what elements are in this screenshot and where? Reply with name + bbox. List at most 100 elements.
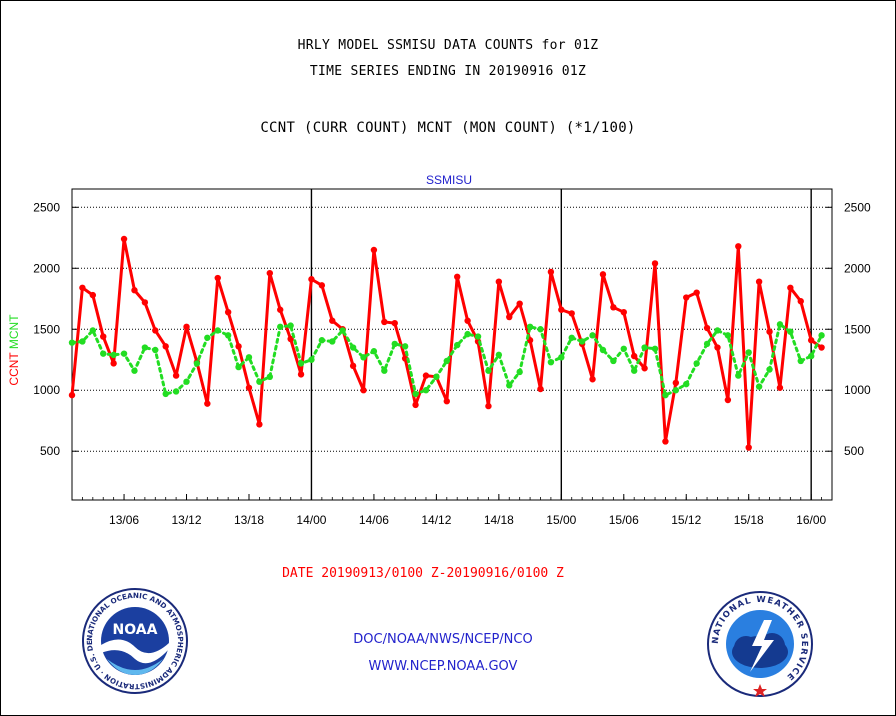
data-point [787, 284, 794, 291]
data-point [79, 338, 86, 345]
data-point [599, 271, 607, 278]
data-point [818, 332, 825, 339]
noaa-word: NOAA [113, 622, 158, 638]
data-point [464, 330, 471, 338]
data-point [360, 354, 367, 361]
data-point [620, 345, 627, 352]
data-point [443, 398, 450, 405]
data-point [141, 344, 149, 351]
y-tick-label: 2000 [33, 261, 60, 275]
data-point [100, 350, 107, 357]
y-tick-label: 1500 [33, 322, 60, 336]
data-point [703, 340, 711, 348]
y-axis-label: CCNT MCNT [7, 314, 21, 386]
data-point [131, 367, 138, 374]
data-point [245, 384, 253, 391]
x-tick-label: 14/12 [421, 513, 451, 527]
y-axis-title-mcnt: MCNT [7, 314, 21, 349]
data-point [807, 352, 815, 360]
chart-title-line-2: TIME SERIES ENDING IN 20190916 01Z [309, 64, 587, 79]
data-point [797, 357, 804, 365]
data-point [162, 343, 169, 350]
data-point [224, 332, 232, 339]
data-point [141, 299, 149, 306]
data-point [495, 351, 503, 359]
chart-title-line-1: HRLY MODEL SSMISU DATA COUNTS for 01Z [297, 38, 599, 53]
data-point [214, 274, 221, 282]
data-point [662, 391, 669, 399]
data-point [735, 372, 742, 379]
y-tick-label: 1000 [33, 383, 60, 397]
data-point [183, 323, 190, 331]
y-tick-label: 2500 [33, 200, 60, 214]
data-point [245, 354, 253, 361]
data-point [464, 317, 471, 324]
x-tick-label: 15/06 [609, 513, 639, 527]
data-point [308, 276, 315, 283]
data-point [506, 382, 513, 389]
data-point [641, 344, 648, 351]
x-tick-label: 13/12 [172, 513, 202, 527]
y-tick-label-right: 2000 [844, 261, 871, 275]
data-point [735, 243, 742, 250]
data-point [776, 321, 784, 328]
day-boundaries [310, 189, 812, 500]
data-point [183, 378, 190, 385]
data-point [454, 273, 461, 281]
data-point [599, 346, 607, 354]
data-point [162, 390, 169, 398]
x-axis: 13/06 13/12 13/18 14/00 14/06 14/12 14/18 15/00… [71, 494, 833, 527]
data-point [724, 396, 732, 404]
data-point [547, 268, 555, 276]
data-point [672, 379, 680, 387]
data-point [329, 317, 336, 324]
y-tick-label: 500 [40, 444, 60, 458]
data-point [287, 335, 294, 343]
data-point [287, 322, 294, 329]
data-point [110, 360, 117, 367]
data-point [204, 334, 211, 341]
data-point [412, 401, 419, 409]
y-axis-title-ccnt: CCNT [7, 352, 21, 386]
site-url[interactable]: WWW.NCEP.NOAA.GOV [368, 659, 518, 674]
chart-subtitle: CCNT (CURR COUNT) MCNT (MON COUNT) (*1/1… [260, 120, 636, 136]
data-point [443, 357, 450, 365]
data-point [745, 349, 752, 356]
data-point [693, 360, 700, 367]
data-point [152, 346, 159, 354]
data-point [235, 343, 242, 350]
data-point [755, 383, 763, 390]
data-point [110, 351, 117, 359]
data-point [714, 327, 721, 334]
data-point [485, 402, 492, 410]
data-point [474, 333, 482, 340]
x-tick-label: 15/12 [671, 513, 701, 527]
data-point [714, 344, 721, 351]
y-tick-label-right: 1500 [844, 322, 871, 336]
data-point [360, 387, 367, 394]
data-point [787, 328, 794, 335]
data-point [318, 337, 326, 344]
data-point [349, 362, 357, 370]
data-point [308, 356, 315, 363]
data-point [339, 327, 346, 334]
data-point [651, 260, 659, 267]
data-point [818, 344, 825, 351]
data-point [776, 384, 784, 391]
data-point [755, 278, 763, 285]
data-point [204, 400, 211, 407]
data-point [651, 345, 659, 352]
data-point [454, 341, 461, 349]
data-point [589, 376, 596, 383]
data-point [235, 363, 242, 371]
data-point [120, 350, 128, 357]
data-point [558, 306, 565, 313]
date-range: DATE 20190913/0100 Z-20190916/0100 Z [282, 566, 564, 581]
data-point [516, 368, 523, 376]
data-point [537, 385, 544, 393]
series [68, 235, 825, 451]
data-point [422, 372, 430, 379]
data-point [100, 333, 107, 340]
data-point [558, 354, 565, 361]
